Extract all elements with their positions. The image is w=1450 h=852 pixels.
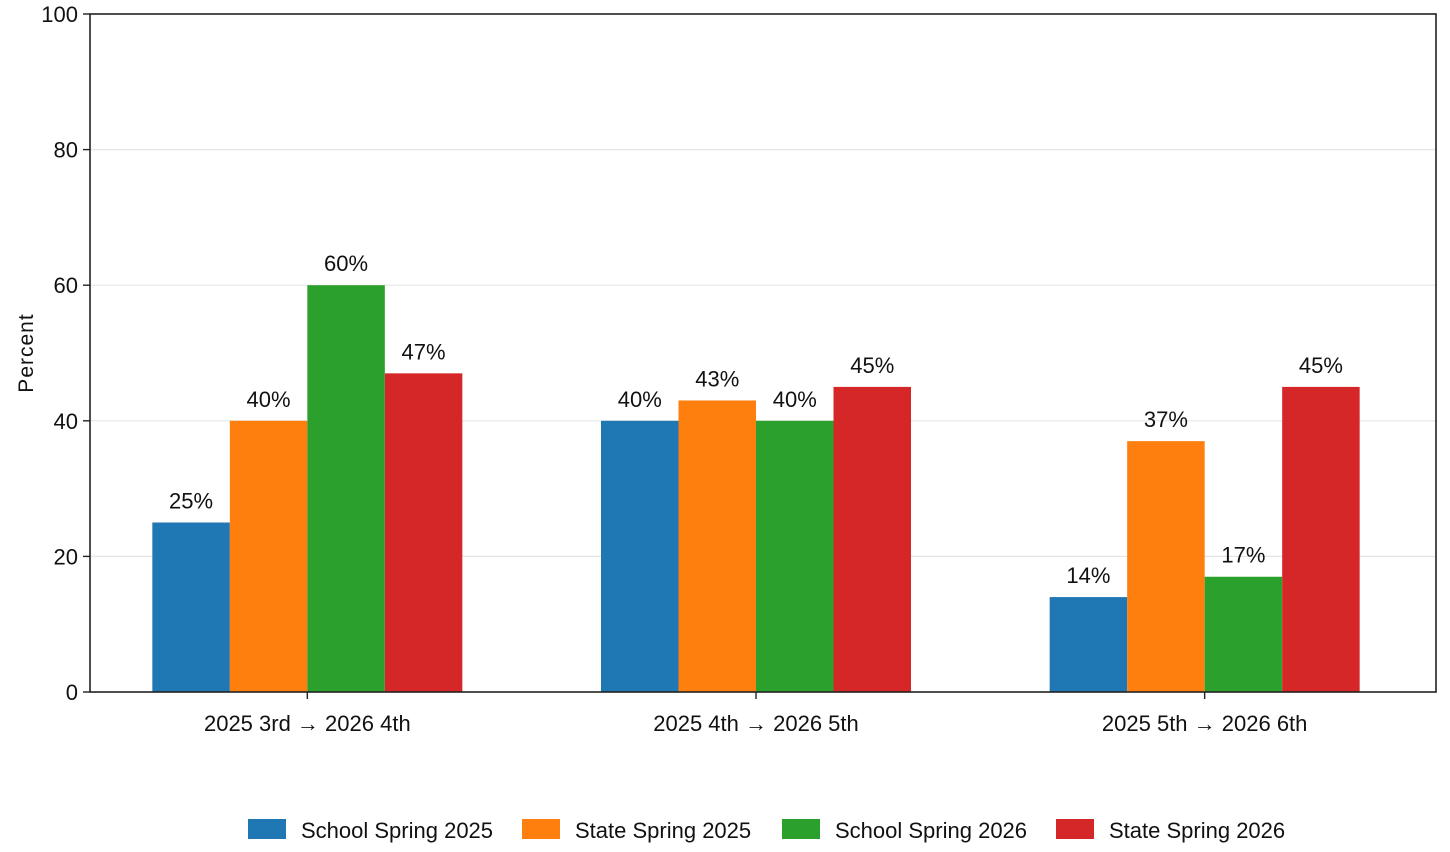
- bar: [384, 373, 463, 692]
- y-tick-label: 20: [54, 544, 78, 569]
- bar-data-label: 40%: [773, 387, 817, 412]
- y-tick-label: 100: [41, 2, 78, 27]
- legend-swatch: [782, 819, 820, 839]
- bar-data-label: 40%: [247, 387, 291, 412]
- data-labels-layer: 25% 40% 60% 47% 40% 43% 40% 45% 14% 37% 17% 45%: [169, 251, 1343, 588]
- legend-label: School Spring 2025: [301, 818, 493, 843]
- bar: [1127, 441, 1205, 692]
- bar: [1049, 597, 1128, 692]
- bar: [229, 420, 308, 692]
- bar: [1282, 386, 1360, 692]
- x-axis: 2025 3rd → 2026 4th 2025 4th → 2026 5th 20…: [204, 692, 1307, 736]
- y-tick-label: 60: [54, 273, 78, 298]
- y-tick-label: 0: [66, 680, 78, 705]
- bar-data-label: 43%: [695, 366, 739, 391]
- bar-data-label: 60%: [324, 251, 368, 276]
- bar-data-label: 17%: [1221, 543, 1265, 568]
- bar: [756, 420, 834, 692]
- legend-item: State Spring 2026: [1056, 818, 1285, 843]
- legend-label: State Spring 2025: [575, 818, 751, 843]
- legend-item: School Spring 2025: [248, 818, 493, 843]
- y-axis-title: Percent: [15, 313, 38, 392]
- x-tick-label: 2025 3rd → 2026 4th: [204, 711, 411, 736]
- legend-item: State Spring 2025: [522, 818, 751, 843]
- bar-data-label: 47%: [402, 339, 446, 364]
- bar: [678, 400, 756, 692]
- bar: [833, 386, 911, 692]
- legend-swatch: [248, 819, 286, 839]
- bar: [307, 285, 385, 692]
- bar: [152, 522, 230, 692]
- x-tick-label: 2025 5th → 2026 6th: [1102, 711, 1308, 736]
- legend-item: School Spring 2026: [782, 818, 1027, 843]
- legend-label: State Spring 2026: [1109, 818, 1285, 843]
- x-tick-label: 2025 4th → 2026 5th: [653, 711, 859, 736]
- y-tick-label: 40: [54, 409, 78, 434]
- bar-data-label: 45%: [1299, 353, 1343, 378]
- bar-data-label: 37%: [1144, 407, 1188, 432]
- bars-layer: [152, 285, 1360, 692]
- legend-swatch: [1056, 819, 1094, 839]
- bar-data-label: 45%: [850, 353, 894, 378]
- legend-label: School Spring 2026: [835, 818, 1027, 843]
- bar-data-label: 40%: [618, 387, 662, 412]
- legend: School Spring 2025 State Spring 2025 Schoo…: [248, 818, 1285, 843]
- bar: [1204, 576, 1283, 692]
- plot-frame: [89, 13, 1437, 693]
- y-tick-label: 80: [54, 138, 78, 163]
- bar: [601, 420, 679, 692]
- legend-swatch: [522, 819, 560, 839]
- y-axis: 0 20 40 60 80 100: [41, 2, 90, 705]
- bar-data-label: 14%: [1066, 563, 1110, 588]
- bar-data-label: 25%: [169, 489, 213, 514]
